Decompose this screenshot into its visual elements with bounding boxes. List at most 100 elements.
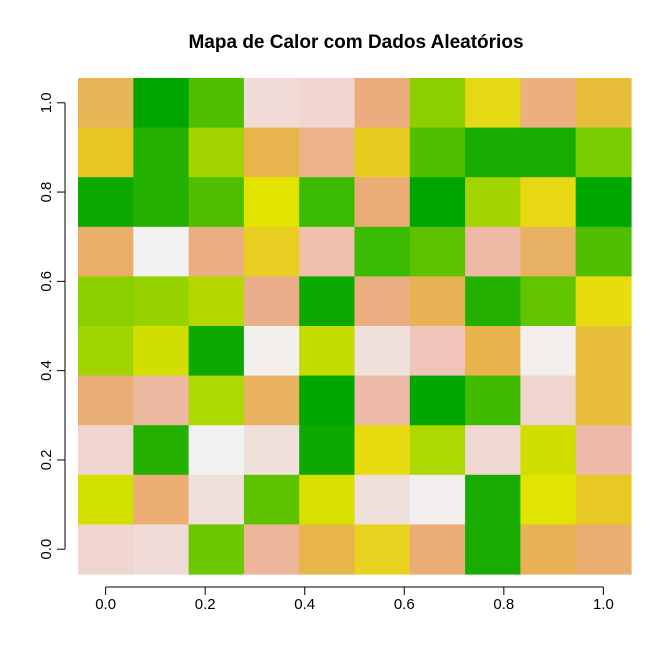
heatmap-cell-r6-c5 — [354, 375, 411, 426]
heatmap-cell-r0-c1 — [133, 78, 190, 129]
heatmap-cell-r8-c3 — [243, 474, 300, 525]
y-tick-label: 0.0 — [38, 539, 55, 560]
heatmap-cell-r2-c5 — [354, 177, 411, 228]
heatmap-cell-r4-c6 — [409, 276, 466, 327]
heatmap-cell-r4-c9 — [575, 276, 632, 327]
heatmap-cell-r3-c7 — [465, 226, 521, 277]
heatmap-cell-r4-c5 — [354, 276, 411, 327]
heatmap-cell-r0-c8 — [520, 78, 577, 129]
x-tick-label: 1.0 — [593, 596, 614, 613]
heatmap-cell-r3-c0 — [78, 226, 134, 277]
heatmap-cell-r8-c4 — [299, 474, 356, 525]
heatmap-cell-r0-c9 — [575, 78, 632, 129]
heatmap-cell-r7-c2 — [188, 425, 245, 476]
heatmap-cell-r3-c1 — [133, 226, 190, 277]
heatmap-cell-r4-c0 — [78, 276, 134, 327]
heatmap-cell-r1-c6 — [409, 127, 466, 178]
heatmap-cell-r4-c1 — [133, 276, 190, 327]
heatmap-cell-r4-c4 — [299, 276, 356, 327]
heatmap-cell-r0-c7 — [465, 78, 521, 129]
heatmap-cell-r4-c8 — [520, 276, 577, 327]
heatmap-cell-r8-c1 — [133, 474, 190, 525]
heatmap-cell-r6-c2 — [188, 375, 245, 426]
heatmap-cell-r9-c3 — [243, 524, 300, 575]
heatmap-cell-r1-c2 — [188, 127, 245, 178]
heatmap-cell-r1-c9 — [575, 127, 632, 178]
heatmap-cell-r2-c7 — [465, 177, 521, 228]
heatmap-cell-r4-c2 — [188, 276, 245, 327]
heatmap-cell-r2-c2 — [188, 177, 245, 228]
heatmap-cell-r5-c7 — [465, 326, 521, 377]
heatmap-cell-r9-c4 — [299, 524, 356, 575]
heatmap-cell-r9-c2 — [188, 524, 245, 575]
heatmap-cell-r3-c3 — [243, 226, 300, 277]
heatmap-cell-r6-c3 — [243, 375, 300, 426]
heatmap-cell-r9-c8 — [520, 524, 577, 575]
heatmap-cell-r0-c6 — [409, 78, 466, 129]
heatmap-cell-r2-c0 — [78, 177, 134, 228]
heatmap-cell-r8-c2 — [188, 474, 245, 525]
heatmap-cell-r5-c2 — [188, 326, 245, 377]
heatmap-cell-r2-c4 — [299, 177, 356, 228]
heatmap-cell-r3-c2 — [188, 226, 245, 277]
y-tick-label: 0.2 — [38, 450, 55, 471]
heatmap-cell-r1-c4 — [299, 127, 356, 178]
heatmap-cell-r2-c9 — [575, 177, 632, 228]
heatmap-cell-r1-c0 — [78, 127, 134, 178]
heatmap-cell-r3-c8 — [520, 226, 577, 277]
y-tick-label: 0.4 — [38, 360, 55, 381]
heatmap-cell-r5-c6 — [409, 326, 466, 377]
y-axis: 0.0 0.2 0.4 0.6 0.8 1.0 — [38, 92, 66, 560]
x-tick-label: 0.4 — [294, 596, 315, 613]
heatmap-cell-r3-c5 — [354, 226, 411, 277]
heatmap-cell-r2-c8 — [520, 177, 577, 228]
heatmap-cell-r8-c6 — [409, 474, 466, 525]
chart-title: Mapa de Calor com Dados Aleatórios — [188, 32, 523, 53]
heatmap-cell-r9-c1 — [133, 524, 190, 575]
heatmap-cell-r1-c1 — [133, 127, 190, 178]
heatmap-cell-r7-c0 — [78, 425, 134, 476]
heatmap-cell-r1-c3 — [243, 127, 300, 178]
y-tick-label: 1.0 — [38, 92, 55, 113]
heatmap-cell-r2-c6 — [409, 177, 466, 228]
heatmap-cell-r1-c5 — [354, 127, 411, 178]
heatmap-cell-r5-c0 — [78, 326, 134, 377]
x-tick-label: 0.2 — [195, 596, 216, 613]
heatmap-cell-r0-c2 — [188, 78, 245, 129]
heatmap-cell-r4-c7 — [465, 276, 521, 327]
heatmap-cell-r6-c7 — [465, 375, 521, 426]
heatmap-cell-r7-c3 — [243, 425, 300, 476]
heatmap-cell-r6-c1 — [133, 375, 190, 426]
heatmap-cell-r9-c5 — [354, 524, 411, 575]
heatmap-cell-r1-c8 — [520, 127, 577, 178]
heatmap-cell-r9-c0 — [78, 524, 134, 575]
heatmap-cell-r7-c8 — [520, 425, 577, 476]
heatmap-cell-r7-c4 — [299, 425, 356, 476]
heatmap-cell-r8-c9 — [575, 474, 632, 525]
heatmap-cell-r7-c5 — [354, 425, 411, 476]
heatmap-cell-r8-c7 — [465, 474, 521, 525]
heatmap-cell-r0-c0 — [78, 78, 134, 129]
heatmap-cell-r9-c9 — [575, 524, 632, 575]
heatmap-cell-r2-c1 — [133, 177, 190, 228]
y-tick-label: 0.8 — [38, 182, 55, 203]
x-tick-label: 0.6 — [394, 596, 415, 613]
heatmap-cell-r3-c9 — [575, 226, 632, 277]
heatmap-cell-r8-c0 — [78, 474, 134, 525]
x-tick-label: 0.8 — [493, 596, 514, 613]
heatmap-cell-r5-c5 — [354, 326, 411, 377]
heatmap-cell-r7-c9 — [575, 425, 632, 476]
heatmap-cell-r6-c6 — [409, 375, 466, 426]
y-tick-label: 0.6 — [38, 271, 55, 292]
x-tick-label: 0.0 — [95, 596, 116, 613]
heatmap-cell-r5-c4 — [299, 326, 356, 377]
heatmap-cell-r2-c3 — [243, 177, 300, 228]
heatmap-cell-r8-c5 — [354, 474, 411, 525]
heatmap-cell-r6-c9 — [575, 375, 632, 426]
heatmap-cell-r5-c8 — [520, 326, 577, 377]
heatmap-cell-r6-c0 — [78, 375, 134, 426]
heatmap-cell-r0-c4 — [299, 78, 356, 129]
heatmap-cell-r9-c7 — [465, 524, 521, 575]
heatmap-cell-r5-c1 — [133, 326, 190, 377]
